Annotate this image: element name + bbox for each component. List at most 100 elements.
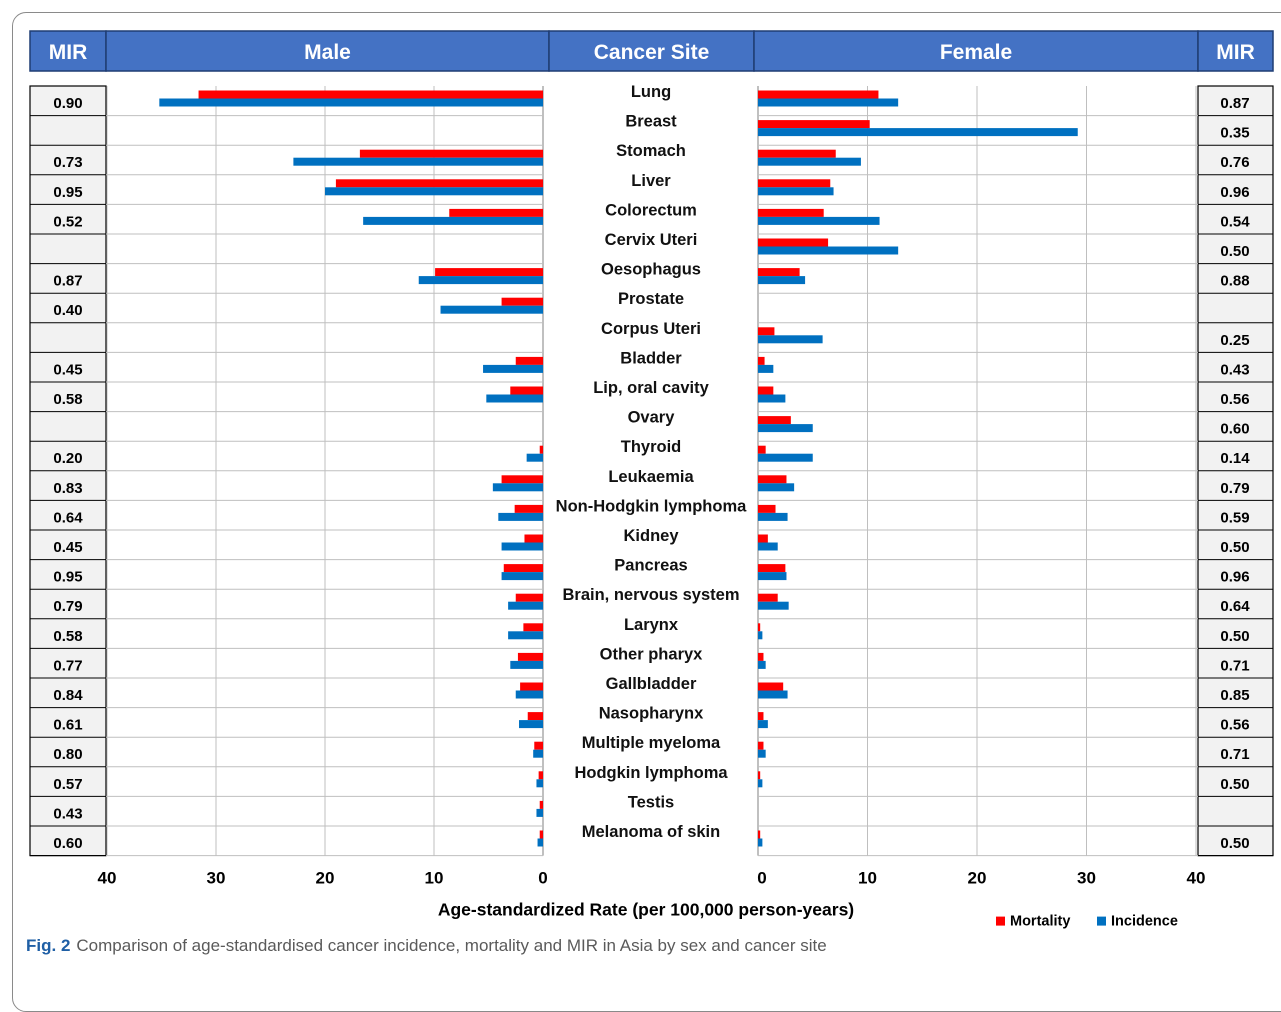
site-label: Leukaemia: [608, 468, 694, 486]
site-label: Gallbladder: [606, 675, 697, 693]
male-mortality-bar: [435, 268, 543, 277]
site-label: Breast: [625, 113, 677, 131]
female-incidence-bar: [758, 157, 861, 166]
site-label: Colorectum: [605, 201, 697, 219]
female-mortality-bar: [758, 356, 765, 365]
female-mortality-bar: [758, 564, 786, 573]
male-incidence-bar: [418, 276, 543, 285]
mir-female-value: 0.50: [1220, 835, 1249, 852]
male-incidence-bar: [510, 660, 543, 669]
female-tick-label: 30: [1077, 869, 1096, 888]
mir-female-value: 0.50: [1220, 243, 1249, 260]
female-mortality-bar: [758, 149, 836, 158]
mir-female-value: 0.71: [1220, 657, 1249, 674]
mir-male-value: 0.20: [53, 450, 82, 467]
female-incidence-bar: [758, 276, 806, 285]
site-label: Testis: [628, 793, 674, 811]
female-incidence-bar: [758, 187, 834, 196]
mir-male-value: 0.83: [53, 480, 82, 497]
site-label: Stomach: [616, 142, 686, 160]
mir-female-value: 0.54: [1220, 213, 1250, 230]
site-label: Lip, oral cavity: [593, 379, 709, 397]
mir-female-value: 0.50: [1220, 628, 1249, 645]
mir-male-value: 0.52: [53, 213, 82, 230]
male-incidence-bar: [526, 453, 543, 462]
male-mortality-bar: [359, 149, 543, 158]
male-mortality-bar: [534, 741, 543, 750]
male-mortality-bar: [539, 445, 543, 454]
caption-label: Fig. 2: [26, 936, 71, 955]
female-incidence-bar: [758, 216, 880, 225]
mir-female-value: 0.96: [1220, 184, 1249, 201]
female-mortality-bar: [758, 386, 774, 395]
site-label: Melanoma of skin: [582, 823, 720, 841]
mir-female-value: 0.79: [1220, 480, 1249, 497]
legend-incidence-label: Incidence: [1111, 914, 1178, 930]
male-incidence-bar: [536, 808, 543, 817]
female-mortality-bar: [758, 416, 791, 425]
male-mortality-bar: [198, 90, 543, 99]
mir-female-value: 0.76: [1220, 154, 1249, 171]
mir-male-value: 0.60: [53, 835, 82, 852]
male-incidence-bar: [501, 542, 543, 551]
male-incidence-bar: [515, 690, 543, 699]
site-label: Hodgkin lymphoma: [574, 764, 728, 782]
figure-caption: Fig. 2 Comparison of age-standardised can…: [26, 936, 827, 956]
male-incidence-bar: [501, 572, 543, 581]
mir-male-value: 0.80: [53, 746, 82, 763]
female-mortality-bar: [758, 593, 778, 602]
female-tick-label: 10: [858, 869, 877, 888]
male-mortality-bar: [539, 830, 543, 839]
site-label: Thyroid: [621, 438, 682, 456]
male-mortality-bar: [527, 712, 543, 721]
female-mortality-bar: [758, 445, 766, 454]
female-mortality-bar: [758, 741, 764, 750]
male-incidence-bar: [508, 601, 543, 610]
male-incidence-bar: [363, 216, 543, 225]
male-incidence-bar: [498, 512, 543, 521]
caption-text: Comparison of age-standardised cancer in…: [76, 936, 827, 955]
male-incidence-bar: [492, 483, 543, 492]
site-label: Liver: [631, 172, 671, 190]
site-label: Oesophagus: [601, 261, 701, 279]
mir-female-value: 0.85: [1220, 687, 1249, 704]
header-mir-left: MIR: [49, 41, 88, 64]
female-incidence-bar: [758, 512, 788, 521]
female-incidence-bar: [758, 246, 899, 255]
header-mir-right-cell: [1197, 30, 1274, 72]
male-incidence-bar: [440, 305, 543, 314]
female-incidence-bar: [758, 779, 763, 788]
female-incidence-bar: [758, 572, 787, 581]
male-mortality-bar: [515, 593, 543, 602]
female-incidence-bar: [758, 128, 1078, 137]
female-mortality-bar: [758, 268, 800, 277]
female-mortality-bar: [758, 652, 764, 661]
mir-male-value: 0.58: [53, 391, 82, 408]
male-mortality-bar: [514, 504, 543, 513]
site-label: Pancreas: [614, 557, 687, 575]
mir-female-value: 0.64: [1220, 598, 1250, 615]
female-mortality-bar: [758, 830, 761, 839]
female-mortality-bar: [758, 623, 761, 632]
site-label: Brain, nervous system: [563, 586, 740, 604]
male-incidence-bar: [537, 838, 543, 847]
female-incidence-bar: [758, 98, 899, 107]
header-male: Male: [304, 41, 351, 64]
site-label: Non-Hodgkin lymphoma: [556, 497, 747, 515]
female-mortality-bar: [758, 475, 787, 484]
mir-male-value: 0.61: [53, 717, 82, 734]
female-mortality-bar: [758, 534, 768, 543]
female-incidence-bar: [758, 749, 766, 758]
mir-female-value: 0.59: [1220, 509, 1249, 526]
male-incidence-bar: [508, 631, 543, 640]
site-label: Kidney: [623, 527, 679, 545]
legend-mortality-swatch: [996, 916, 1005, 926]
male-incidence-bar: [519, 720, 543, 729]
male-mortality-bar: [449, 208, 543, 217]
male-tick-label: 0: [538, 869, 547, 888]
male-mortality-bar: [501, 475, 543, 484]
mir-male-value: 0.58: [53, 628, 82, 645]
female-incidence-bar: [758, 394, 786, 403]
mir-male-value: 0.40: [53, 302, 82, 319]
female-incidence-bar: [758, 690, 788, 699]
